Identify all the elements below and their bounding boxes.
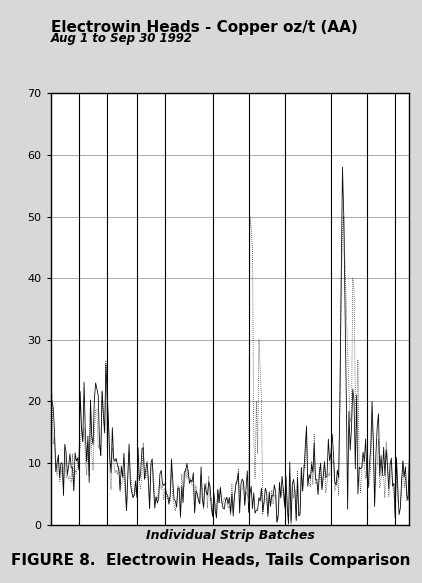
Text: Aug 1 to Sep 30 1992: Aug 1 to Sep 30 1992 bbox=[51, 32, 192, 45]
Text: FIGURE 8.  Electrowin Heads, Tails Comparison: FIGURE 8. Electrowin Heads, Tails Compar… bbox=[11, 553, 411, 568]
Text: Electrowin Heads - Copper oz/t (AA): Electrowin Heads - Copper oz/t (AA) bbox=[51, 20, 357, 36]
X-axis label: Individual Strip Batches: Individual Strip Batches bbox=[146, 529, 314, 542]
